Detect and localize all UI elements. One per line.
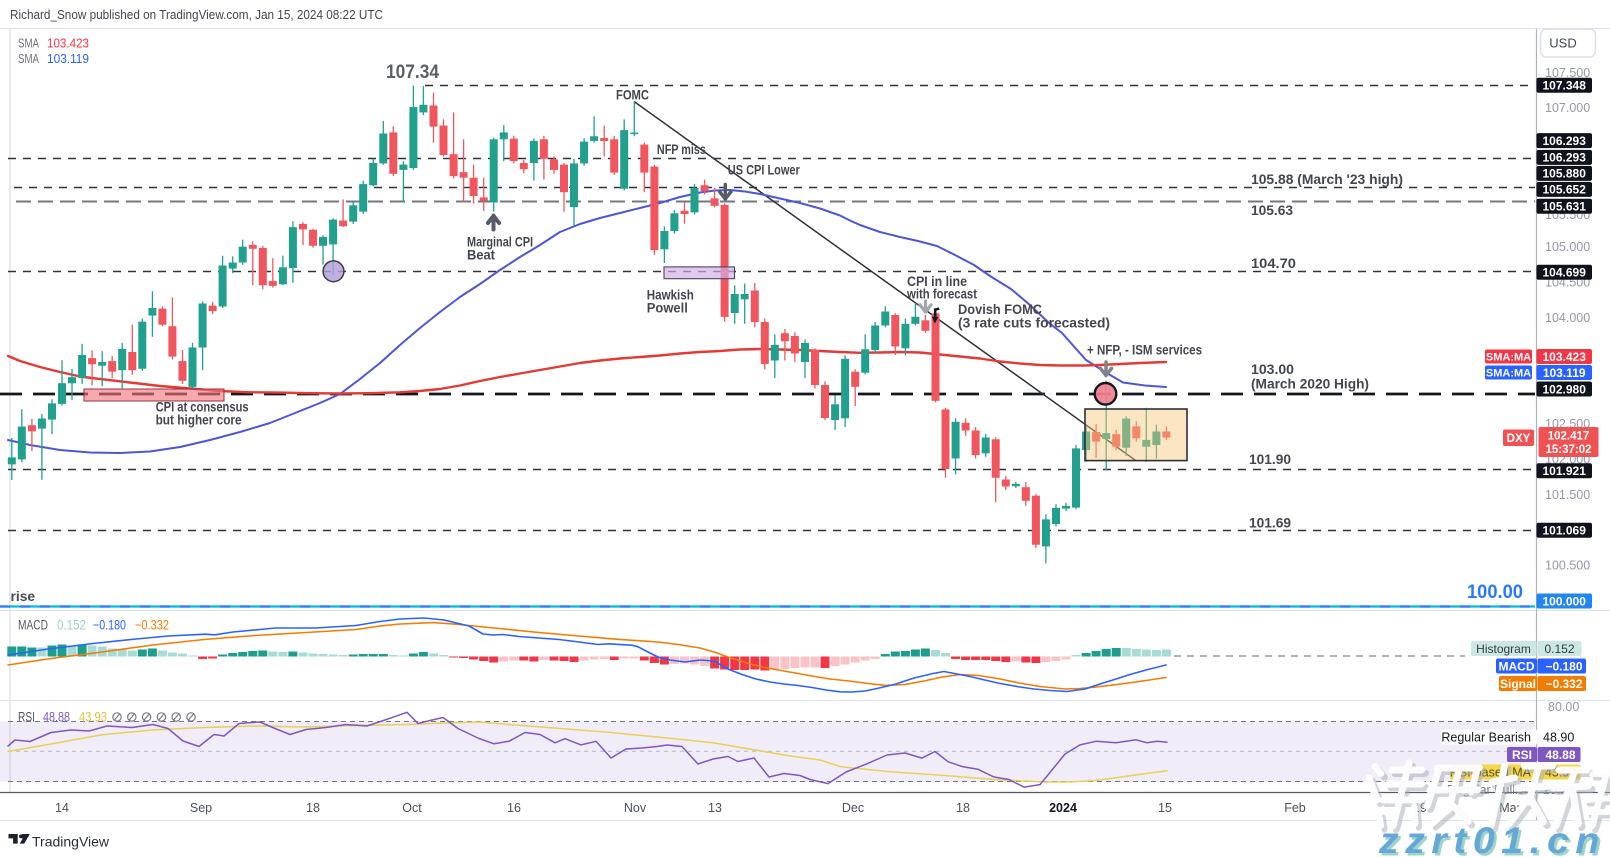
svg-text:SMA:MA: SMA:MA xyxy=(1486,368,1531,380)
svg-text:105.652: 105.652 xyxy=(1543,183,1587,197)
svg-text:106.293: 106.293 xyxy=(1543,151,1587,165)
svg-text:(3 rate cuts forecasted): (3 rate cuts forecasted) xyxy=(958,316,1110,332)
svg-text:103.423: 103.423 xyxy=(1543,350,1587,364)
svg-text:107.000: 107.000 xyxy=(1545,101,1590,115)
svg-text:101.921: 101.921 xyxy=(1543,464,1587,478)
svg-text:18: 18 xyxy=(306,801,320,815)
svg-text:48.90: 48.90 xyxy=(1543,731,1574,745)
svg-text:107.348: 107.348 xyxy=(1543,79,1587,93)
svg-text:100.00: 100.00 xyxy=(1467,581,1523,603)
svg-text:100.000: 100.000 xyxy=(1543,594,1587,608)
svg-text:105.000: 105.000 xyxy=(1545,240,1590,254)
svg-text:101.69: 101.69 xyxy=(1249,516,1291,532)
svg-text:RSI: RSI xyxy=(18,710,35,725)
svg-text:Beat: Beat xyxy=(467,248,495,264)
svg-text:MACD: MACD xyxy=(18,618,48,633)
svg-text:104.70: 104.70 xyxy=(1251,256,1296,272)
svg-text:15:37:02: 15:37:02 xyxy=(1545,444,1591,456)
svg-text:US CPI Lower: US CPI Lower xyxy=(728,163,800,179)
svg-text:RSI: RSI xyxy=(1512,748,1532,762)
svg-text:NFP miss: NFP miss xyxy=(657,142,706,158)
svg-text:−0.180: −0.180 xyxy=(1545,659,1582,673)
svg-text:SMA: SMA xyxy=(18,51,39,66)
svg-text:Marginal CPI: Marginal CPI xyxy=(467,235,533,251)
svg-text:SMA: SMA xyxy=(18,36,39,51)
svg-text:0.152: 0.152 xyxy=(57,618,86,633)
svg-text:CPI in line: CPI in line xyxy=(907,274,967,290)
svg-text:106.293: 106.293 xyxy=(1543,134,1587,148)
svg-text:0.152: 0.152 xyxy=(1544,642,1574,656)
svg-text:Dec: Dec xyxy=(842,801,864,815)
svg-text:105.631: 105.631 xyxy=(1543,200,1587,214)
svg-text:zzrt01.cn: zzrt01.cn xyxy=(1380,823,1608,857)
svg-text:Feb: Feb xyxy=(1284,801,1306,815)
svg-text:80.00: 80.00 xyxy=(1548,700,1579,714)
svg-text:Regular Bearish: Regular Bearish xyxy=(1441,731,1531,745)
svg-text:100.500: 100.500 xyxy=(1545,558,1590,572)
svg-text:103.423: 103.423 xyxy=(47,36,89,51)
svg-text:Sep: Sep xyxy=(190,801,212,815)
svg-text:14: 14 xyxy=(55,801,69,815)
svg-text:−0.180: −0.180 xyxy=(93,618,126,633)
svg-text:16: 16 xyxy=(507,801,521,815)
svg-text:105.880: 105.880 xyxy=(1543,167,1587,181)
svg-text:with forecast: with forecast xyxy=(906,287,977,303)
svg-text:(March 2020 High): (March 2020 High) xyxy=(1251,376,1369,392)
svg-text:102.417: 102.417 xyxy=(1548,431,1590,443)
svg-text:Histogram: Histogram xyxy=(1476,642,1531,656)
svg-text:43.93: 43.93 xyxy=(79,710,107,725)
svg-text:101.90: 101.90 xyxy=(1249,452,1291,468)
svg-text:101.069: 101.069 xyxy=(1543,524,1587,538)
svg-text:Signal: Signal xyxy=(1500,677,1536,691)
svg-text:107.500: 107.500 xyxy=(1545,66,1590,80)
svg-text:−0.332: −0.332 xyxy=(135,618,169,633)
svg-text:105.63: 105.63 xyxy=(1251,203,1293,219)
svg-text:rise: rise xyxy=(11,589,36,604)
svg-text:48.88: 48.88 xyxy=(43,710,70,725)
svg-text:102.980: 102.980 xyxy=(1543,382,1587,396)
svg-text:USD: USD xyxy=(1549,36,1576,51)
svg-text:zzrt01.cn: zzrt01.cn xyxy=(1378,820,1606,857)
svg-text:Hawkish: Hawkish xyxy=(647,288,694,304)
svg-text:13: 13 xyxy=(708,801,722,815)
svg-text:103.00: 103.00 xyxy=(1251,362,1294,378)
svg-text:but higher core: but higher core xyxy=(156,413,242,429)
svg-text:Powell: Powell xyxy=(647,301,688,317)
svg-text:2024: 2024 xyxy=(1049,801,1077,815)
svg-text:103.119: 103.119 xyxy=(47,51,89,66)
svg-text:48.88: 48.88 xyxy=(1545,748,1575,762)
svg-text:+ NFP, - ISM services: + NFP, - ISM services xyxy=(1087,343,1202,359)
svg-text:Dovish FOMC: Dovish FOMC xyxy=(958,302,1042,318)
svg-text:TradingView: TradingView xyxy=(32,833,110,849)
svg-text:Richard_Snow published on Trad: Richard_Snow published on TradingView.co… xyxy=(10,7,383,22)
svg-text:DXY: DXY xyxy=(1507,433,1531,445)
svg-text:FOMC: FOMC xyxy=(616,88,649,104)
svg-text:107.34: 107.34 xyxy=(386,61,439,83)
svg-text:−0.332: −0.332 xyxy=(1545,677,1582,691)
svg-text:18: 18 xyxy=(956,801,970,815)
svg-text:101.500: 101.500 xyxy=(1545,488,1590,502)
svg-text:103.119: 103.119 xyxy=(1543,366,1586,380)
svg-text:15: 15 xyxy=(1158,801,1172,815)
svg-text:CPI at consensus: CPI at consensus xyxy=(156,400,249,416)
svg-text:104.000: 104.000 xyxy=(1545,311,1590,325)
svg-text:105.88 (March '23 high): 105.88 (March '23 high) xyxy=(1251,172,1403,188)
svg-text:Oct: Oct xyxy=(402,801,422,815)
svg-text:SMA:MA: SMA:MA xyxy=(1486,352,1531,364)
svg-text:104.699: 104.699 xyxy=(1543,266,1587,280)
svg-text:MACD: MACD xyxy=(1499,659,1535,673)
svg-text:Nov: Nov xyxy=(624,801,647,815)
